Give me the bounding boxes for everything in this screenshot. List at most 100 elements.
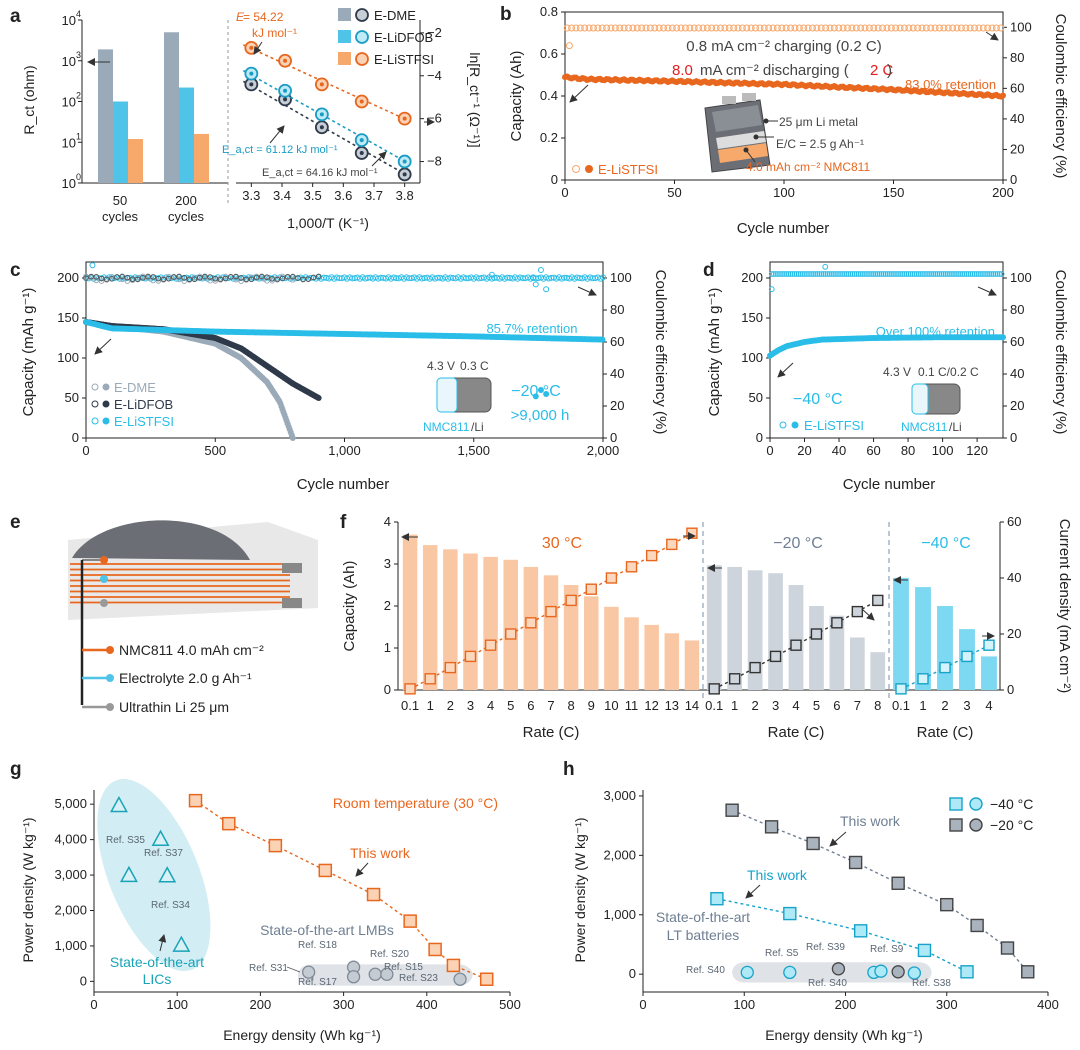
- ce-point-dme: [155, 278, 162, 284]
- y2-tick-label: 20: [1010, 398, 1024, 413]
- capacity-bar: [893, 577, 909, 690]
- ce-point: [986, 271, 993, 277]
- ce-point-dme: [248, 274, 255, 281]
- ce-point: [978, 271, 984, 277]
- ce-point: [971, 271, 978, 277]
- minus20-point: [970, 918, 984, 933]
- ce-point: [594, 24, 602, 32]
- ref-point: [831, 962, 846, 976]
- x-tick-label: 1: [919, 698, 926, 713]
- ref-label: Ref. S9: [870, 944, 904, 955]
- ce-outlier: [89, 262, 96, 269]
- ce-point-lidfob: [186, 276, 193, 283]
- y2-tick-label: 60: [1007, 514, 1021, 529]
- ce-point: [804, 24, 812, 32]
- y2-tick-label: 40: [610, 366, 624, 381]
- ce-point-lidfob: [103, 276, 110, 283]
- ce-point: [884, 271, 891, 277]
- y2-tick-label: −6: [427, 111, 442, 126]
- ce-point: [800, 24, 808, 32]
- y2-tick-label: 20: [1010, 141, 1024, 156]
- arrow-annotation: [829, 831, 847, 847]
- ce-point: [793, 271, 800, 277]
- ce-point: [839, 24, 847, 32]
- ce-point: [990, 271, 997, 277]
- y-tick-label: 100: [57, 350, 79, 365]
- ce-point-dme: [264, 278, 270, 284]
- x-tick-label: 3.4: [273, 188, 291, 203]
- ref-label: Ref. S23: [399, 973, 438, 984]
- ce-point-lidfob: [243, 276, 250, 283]
- current-density-point: [851, 605, 864, 618]
- ce-point-lidfob: [196, 274, 203, 281]
- cell-cap: [911, 383, 929, 415]
- ce-point: [844, 24, 852, 32]
- ce-point: [872, 271, 879, 277]
- minus20-point: [1021, 965, 1035, 979]
- x-tick-label: 3.5: [304, 188, 322, 203]
- annotation-rate: 8.0: [672, 62, 693, 79]
- ce-point-lidfob: [300, 276, 306, 283]
- current-density-point: [424, 673, 436, 685]
- current-density-point: [961, 650, 973, 663]
- annotation-sota: State-of-the-art: [656, 909, 750, 925]
- annotation-room-temp: Room temperature (30 °C): [333, 795, 498, 811]
- ce-point-lidfob: [284, 273, 291, 280]
- annotation-voltage: 4.3 V: [427, 359, 455, 373]
- x-tick-label: 1: [731, 698, 738, 713]
- ce-point-dme: [233, 276, 239, 283]
- ce-point-dme: [238, 278, 244, 284]
- y2-tick-label: 20: [610, 398, 624, 413]
- x-tick-label: 40: [832, 443, 846, 458]
- ce-point: [655, 24, 663, 32]
- ce-point: [997, 24, 1005, 32]
- y2-tick-label: 0: [610, 430, 617, 445]
- ce-point-dme: [134, 274, 141, 281]
- annotation-time: >9,000 h: [511, 407, 570, 424]
- capacity-point-e-listfsi: [599, 336, 606, 343]
- annotation-li: 25 μm Li metal: [779, 115, 858, 129]
- x-tick-label: 100: [733, 997, 755, 1012]
- ce-point-lidfob: [119, 273, 125, 280]
- ce-point-lidfob: [129, 276, 136, 283]
- legend-entry: E-DME: [114, 380, 156, 395]
- ce-point: [849, 271, 856, 277]
- current-density-point: [625, 561, 638, 573]
- this-work-line: [195, 800, 487, 980]
- annotation-temp: −40 °C: [793, 391, 843, 408]
- y-tick-label: 3: [384, 556, 391, 571]
- ce-outlier: [488, 271, 495, 278]
- ce-point: [940, 24, 948, 32]
- ce-point: [760, 24, 768, 32]
- ce-point: [862, 271, 868, 277]
- panel-label-h: h: [563, 759, 575, 780]
- ref-label: Ref. S31: [249, 963, 288, 974]
- ce-point: [769, 24, 777, 32]
- x-tick-label: 11: [625, 698, 639, 713]
- bar-e-lidfob: [179, 87, 194, 183]
- current-density-point: [810, 628, 823, 640]
- marker-electrolyte: [100, 575, 108, 583]
- minus40-point: [853, 924, 868, 938]
- ce-point-dme: [212, 278, 219, 284]
- ce-point-dme: [176, 276, 182, 283]
- ce-outlier: [530, 275, 537, 281]
- ce-point-dme: [279, 273, 286, 280]
- panel-g: 0 100 200 300 400 500 0 1,000 2,000 3,000 4,000 5,0…: [20, 778, 521, 1043]
- arrow-right: [985, 31, 999, 41]
- arrhenius-point-center: [402, 116, 407, 121]
- ce-point: [893, 271, 899, 277]
- x-tick-label: 100: [932, 443, 954, 458]
- ce-point: [629, 24, 637, 32]
- ce-point: [861, 24, 869, 32]
- legend-marker: [572, 165, 580, 173]
- ce-point: [984, 24, 992, 32]
- ce-point: [962, 24, 970, 32]
- panel-label-b: b: [500, 4, 512, 25]
- y-tick-label: 0: [756, 430, 763, 445]
- ref-pointer: [286, 966, 301, 973]
- y-axis-label: R_ct (ohm): [21, 65, 37, 134]
- ce-point: [603, 24, 611, 32]
- x-tick-label: 0: [639, 997, 646, 1012]
- current-density-point: [895, 683, 907, 695]
